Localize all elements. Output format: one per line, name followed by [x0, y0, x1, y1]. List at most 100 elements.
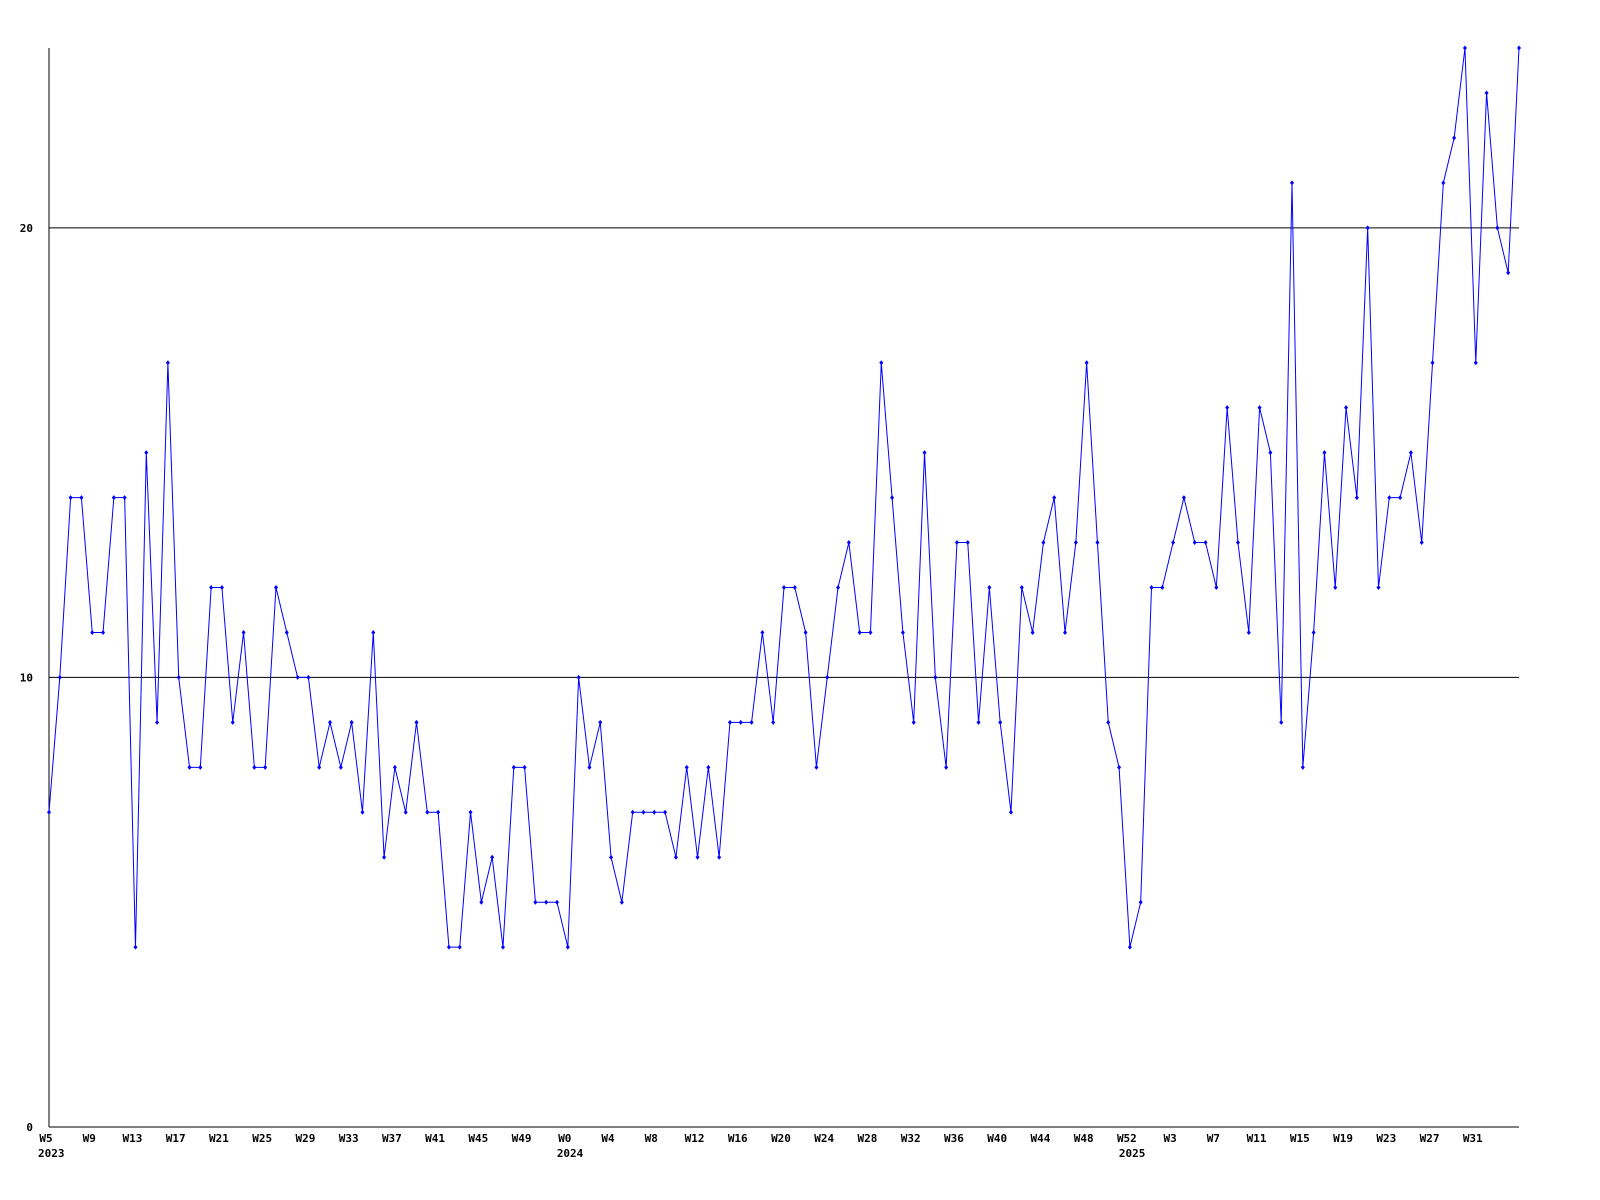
data-point — [836, 585, 841, 590]
data-point — [1160, 585, 1165, 590]
data-point — [317, 764, 322, 770]
data-point — [1452, 135, 1457, 141]
x-tick-label: W31 — [1463, 1132, 1483, 1145]
data-point — [371, 629, 376, 635]
data-point — [1430, 360, 1435, 366]
data-point — [1171, 540, 1176, 546]
year-label: 2025 — [1119, 1147, 1146, 1160]
data-point — [609, 854, 614, 860]
data-point — [1484, 90, 1489, 96]
data-point — [490, 854, 495, 860]
data-point — [252, 764, 257, 770]
data-point — [555, 899, 560, 905]
data-point — [1041, 540, 1046, 546]
data-point — [998, 719, 1003, 725]
data-point — [1268, 450, 1273, 456]
x-tick-label: W45 — [468, 1132, 488, 1145]
data-point — [68, 495, 73, 501]
data-point — [1235, 540, 1240, 546]
data-point — [1290, 180, 1295, 186]
data-point — [1138, 899, 1143, 905]
data-point — [987, 585, 992, 590]
x-tick-label: W7 — [1207, 1132, 1220, 1145]
data-point — [1387, 495, 1392, 501]
data-point — [57, 674, 62, 680]
data-point — [1311, 629, 1316, 635]
data-point — [1149, 585, 1154, 590]
data-point — [760, 629, 765, 635]
data-point — [576, 674, 581, 680]
data-point — [198, 764, 203, 770]
x-tick-label: W15 — [1290, 1132, 1310, 1145]
data-point — [1117, 764, 1122, 770]
data-point — [1257, 405, 1262, 411]
data-point — [219, 585, 224, 590]
data-point — [727, 719, 732, 725]
data-point — [922, 450, 927, 456]
x-tick-label: W28 — [858, 1132, 878, 1145]
data-point — [803, 629, 808, 635]
data-point — [209, 585, 214, 590]
data-point — [652, 809, 657, 815]
data-point — [749, 719, 754, 725]
y-tick-label: 20 — [20, 222, 33, 235]
data-point — [1344, 405, 1349, 411]
data-point — [954, 540, 959, 546]
data-point — [1517, 45, 1521, 51]
data-point — [133, 944, 138, 950]
data-point — [673, 854, 678, 860]
data-point — [1279, 719, 1284, 725]
data-point — [1203, 540, 1208, 546]
x-tick-label: W16 — [728, 1132, 748, 1145]
data-point — [122, 495, 127, 501]
x-tick-label: W11 — [1247, 1132, 1267, 1145]
x-tick-label: W27 — [1420, 1132, 1440, 1145]
data-point — [425, 809, 430, 815]
data-point — [328, 719, 333, 725]
data-point — [1052, 495, 1057, 501]
data-point — [155, 719, 160, 725]
data-point — [1441, 180, 1446, 186]
data-point — [1376, 585, 1381, 590]
data-point — [944, 764, 949, 770]
data-point — [782, 585, 786, 590]
data-point — [1008, 809, 1013, 815]
data-point — [1084, 360, 1089, 366]
data-point — [684, 764, 689, 770]
data-point — [360, 809, 365, 815]
data-point — [1495, 225, 1500, 231]
data-point — [976, 719, 981, 725]
data-point — [273, 585, 278, 590]
x-tick-label: W17 — [166, 1132, 186, 1145]
data-point — [284, 629, 289, 635]
data-point — [1462, 45, 1467, 51]
x-tick-label: W23 — [1376, 1132, 1396, 1145]
data-point — [738, 719, 743, 725]
data-point — [890, 495, 895, 501]
data-point — [230, 719, 235, 725]
data-point — [176, 674, 181, 680]
x-tick-label: W37 — [382, 1132, 402, 1145]
data-point — [1214, 585, 1219, 590]
data-point — [101, 629, 106, 635]
data-point — [522, 764, 527, 770]
data-point — [1181, 495, 1186, 501]
data-point — [165, 360, 170, 366]
x-tick-label: W41 — [425, 1132, 445, 1145]
data-point — [306, 674, 311, 680]
data-point — [663, 809, 668, 815]
data-point — [1225, 405, 1230, 411]
data-point — [544, 899, 549, 905]
data-point — [187, 764, 192, 770]
data-point — [403, 809, 408, 815]
data-point — [338, 764, 343, 770]
data-point — [911, 719, 916, 725]
data-point — [382, 854, 387, 860]
year-label: 2023 — [38, 1147, 65, 1160]
data-point — [468, 809, 473, 815]
data-point — [695, 854, 700, 860]
data-point — [144, 450, 149, 456]
data-point — [900, 629, 905, 635]
data-point — [1506, 270, 1511, 276]
data-point — [479, 899, 484, 905]
